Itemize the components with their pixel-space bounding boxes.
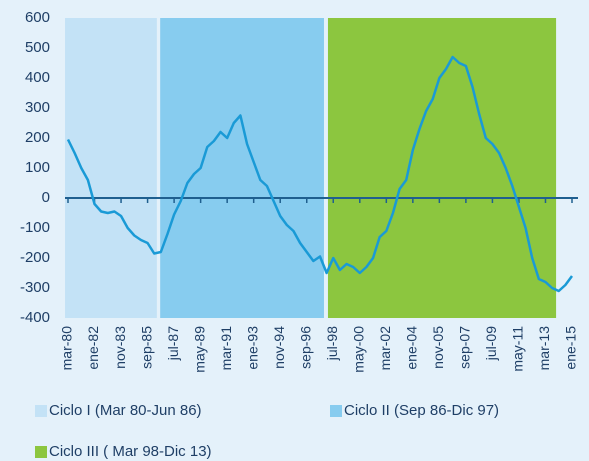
x-tick-label: ene-93: [244, 326, 260, 370]
x-tick-label: may-11: [510, 326, 526, 372]
legend-label: Ciclo II (Sep 86-Dic 97): [344, 402, 499, 419]
y-tick-label: 600: [25, 9, 50, 26]
x-tick-label: mar-80: [59, 326, 75, 371]
x-tick-label: jul-98: [324, 326, 340, 361]
x-tick-label: ene-82: [85, 326, 101, 370]
x-tick-label: sep-85: [138, 326, 154, 369]
x-tick-label: ene-04: [404, 326, 420, 370]
data-line: [66, 55, 574, 293]
x-tick-label: ene-15: [563, 326, 579, 370]
x-tick-label: jul-87: [165, 326, 181, 361]
y-tick-label: 0: [42, 189, 50, 206]
legend-swatch: [35, 446, 47, 458]
y-tick-label: -300: [20, 279, 50, 296]
x-tick-label: nov-83: [112, 326, 128, 369]
y-tick-label: 300: [25, 99, 50, 116]
y-tick-label: -200: [20, 249, 50, 266]
y-tick-label: -100: [20, 219, 50, 236]
x-tick-label: may-89: [191, 326, 207, 373]
cycle-band: [65, 18, 157, 318]
legend-label: Ciclo I (Mar 80-Jun 86): [49, 402, 202, 419]
legend-label: Ciclo III ( Mar 98-Dic 13): [49, 443, 212, 460]
y-tick-label: 500: [25, 39, 50, 56]
y-tick-label: 100: [25, 159, 50, 176]
x-tick-label: may-00: [350, 326, 366, 373]
y-tick-label: -400: [20, 309, 50, 326]
x-tick-label: mar-02: [377, 326, 393, 371]
cycle-band: [160, 18, 324, 318]
x-tick-label: jul-09: [483, 326, 499, 361]
y-tick-label: 200: [25, 129, 50, 146]
cycle-band: [327, 18, 557, 318]
x-tick-label: mar-13: [536, 326, 552, 371]
legend-swatch: [35, 405, 47, 417]
legend-swatch: [330, 405, 342, 417]
x-tick-label: mar-91: [218, 326, 234, 371]
y-tick-label: 400: [25, 69, 50, 86]
x-tick-label: sep-07: [457, 326, 473, 369]
x-tick-label: nov-05: [430, 326, 446, 369]
x-tick-label: sep-96: [297, 326, 313, 369]
x-tick-label: nov-94: [271, 326, 287, 369]
